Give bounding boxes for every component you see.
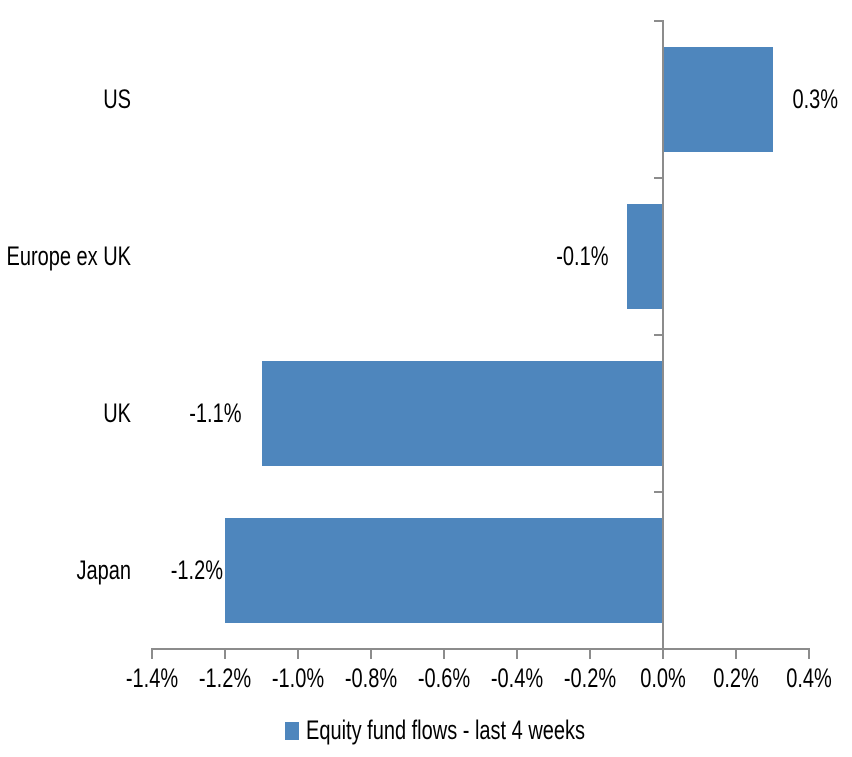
- x-axis-tick-label: -0.8%: [344, 664, 398, 694]
- y-axis-line: [662, 20, 664, 659]
- x-axis-tick: [808, 648, 810, 659]
- x-axis-tick: [224, 648, 226, 659]
- x-axis-line: [151, 648, 810, 650]
- legend-label: Equity fund flows - last 4 weeks: [306, 716, 586, 746]
- data-label-europe-ex-uk: -0.1%: [556, 241, 609, 272]
- x-axis-tick-label: 0.0%: [640, 664, 686, 694]
- x-axis-tick: [151, 648, 153, 659]
- category-label-europe-ex-uk: Europe ex UK: [6, 241, 131, 272]
- x-axis-tick: [443, 648, 445, 659]
- x-axis-tick-label: -0.2%: [563, 664, 617, 694]
- y-axis-tick: [654, 20, 663, 22]
- x-axis-tick: [297, 648, 299, 659]
- category-label-uk: UK: [103, 398, 131, 429]
- x-axis-tick: [735, 648, 737, 659]
- x-axis-tick-label: 0.4%: [786, 664, 832, 694]
- data-label-uk: -1.1%: [189, 398, 242, 429]
- x-axis-tick-label: -1.0%: [271, 664, 325, 694]
- data-label-japan: -1.2%: [170, 555, 223, 586]
- data-label-us: 0.3%: [792, 84, 839, 115]
- x-axis-tick-label: -0.4%: [490, 664, 544, 694]
- bar-europe-ex-uk: [626, 204, 663, 309]
- y-axis-tick: [654, 177, 663, 179]
- bar-uk: [261, 361, 663, 466]
- x-axis-tick-label: -1.2%: [198, 664, 252, 694]
- x-axis-tick: [589, 648, 591, 659]
- bar-us: [663, 47, 773, 152]
- category-label-us: US: [103, 84, 131, 115]
- x-axis-tick: [370, 648, 372, 659]
- x-axis-tick-label: -0.6%: [417, 664, 471, 694]
- x-axis-tick-label: -1.4%: [125, 664, 179, 694]
- category-label-japan: Japan: [76, 555, 132, 586]
- y-axis-tick: [654, 491, 663, 493]
- bar-japan: [225, 518, 663, 623]
- legend-swatch: [285, 722, 299, 740]
- x-axis-tick-label: 0.2%: [713, 664, 759, 694]
- x-axis-tick: [516, 648, 518, 659]
- y-axis-tick: [654, 334, 663, 336]
